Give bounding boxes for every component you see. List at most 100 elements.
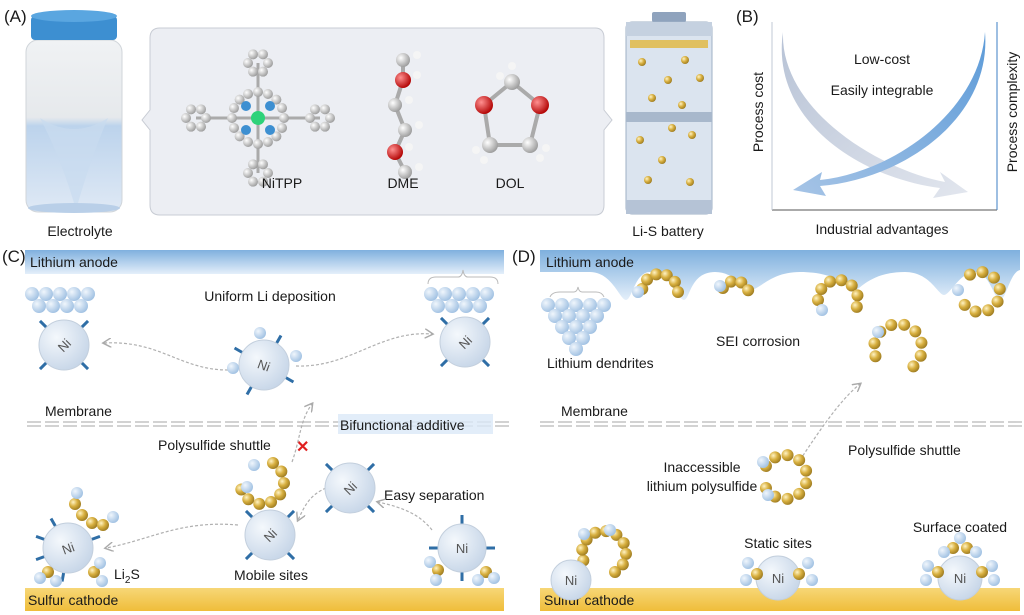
carbon-atom [228, 122, 239, 133]
sulfur-atom [947, 542, 959, 554]
carbon-atom [504, 74, 520, 90]
sulfur-atom [688, 131, 696, 139]
sulfur-atom [664, 76, 672, 84]
carbon-atom [277, 103, 288, 114]
ni-label: Ni [954, 571, 966, 586]
oxygen-atom [475, 96, 493, 114]
carbon-atom [522, 137, 538, 153]
carbon-atom [271, 94, 282, 105]
lithium-atom [424, 287, 438, 301]
hydrogen-atom [415, 163, 423, 171]
lithium-atom [254, 327, 266, 339]
lithium-atom [986, 560, 998, 572]
lithium-atom [742, 557, 754, 569]
sulfur-atom [658, 156, 666, 164]
nitpp-molecule [181, 49, 335, 187]
lithium-atom [473, 299, 487, 313]
c-mobile-label: Mobile sites [234, 567, 308, 583]
sulfur-atom [724, 275, 737, 288]
hydrogen-atom [508, 62, 516, 70]
lithium-atom [445, 299, 459, 313]
panel-label-a: (A) [4, 7, 27, 26]
lithium-atom [597, 298, 611, 312]
d-brace [549, 286, 605, 298]
lithium-atom [488, 572, 500, 584]
sulfur-atom [589, 526, 602, 539]
lithium-atom [466, 287, 480, 301]
hydrogen-atom [413, 71, 421, 79]
lithium-atom [472, 574, 484, 586]
sulfur-atom [909, 325, 922, 338]
lithium-atom [562, 309, 576, 323]
sulfur-atom [267, 456, 279, 469]
sulfur-atom [781, 449, 794, 462]
ni-label: Ni [456, 541, 468, 556]
lithium-atom [632, 286, 644, 298]
b-y-right-label: Process complexity [1004, 52, 1020, 173]
carbon-atom [258, 159, 268, 170]
brace [427, 269, 499, 285]
lithium-atom [248, 459, 260, 471]
sulfur-atom [993, 283, 1006, 296]
sulfur-atom [958, 298, 971, 311]
lithium-atom [590, 309, 604, 323]
lithium-atom [459, 299, 473, 313]
lithium-atom [583, 298, 597, 312]
battery-label: Li-S battery [632, 223, 704, 239]
lithium-atom [762, 489, 774, 501]
c-easy-sep-label: Easy separation [384, 487, 484, 503]
lithium-atom [32, 299, 46, 313]
sulfur-atom [686, 178, 694, 186]
d-inaccessible-1: Inaccessible [663, 459, 740, 475]
d-anode-label: Lithium anode [546, 254, 634, 270]
lithium-atom [452, 287, 466, 301]
c-anode-label: Lithium anode [30, 254, 118, 270]
c-membrane-label: Membrane [45, 403, 112, 419]
carbon-atom [253, 87, 263, 97]
oxygen-atom [395, 72, 411, 88]
carbon-atom [243, 58, 253, 68]
carbon-atom [234, 131, 245, 142]
lithium-atom [576, 309, 590, 323]
sulfur-atom [619, 547, 632, 560]
lithium-atom [802, 557, 814, 569]
lithium-atom [970, 546, 982, 558]
lithium-atom [290, 350, 302, 362]
sulfur-atom [696, 74, 704, 82]
molecule-label-nitpp: NiTPP [262, 175, 302, 191]
carbon-atom [398, 123, 412, 137]
carbon-atom [482, 137, 498, 153]
sulfur-atom [672, 286, 684, 298]
d-membrane-label: Membrane [561, 403, 628, 419]
sulfur-atom [976, 566, 988, 578]
panel-label-c: (C) [2, 247, 26, 266]
sulfur-atom [274, 488, 287, 501]
carbon-atom [258, 176, 268, 187]
carbon-atom [201, 113, 211, 123]
lithium-atom [541, 298, 555, 312]
sulfur-atom [812, 294, 824, 306]
carbon-atom [243, 168, 253, 178]
carbon-atom [248, 159, 258, 170]
lithium-atom [952, 284, 964, 296]
sulfur-atom [964, 268, 976, 281]
b-low-cost: Low-cost [854, 51, 910, 67]
lithium-atom [241, 481, 253, 493]
sulfur-atom [835, 274, 848, 287]
d-sei-label: SEI corrosion [716, 333, 800, 349]
b-x-label: Industrial advantages [815, 221, 948, 237]
lithium-atom [227, 362, 239, 374]
sulfur-atom [678, 101, 686, 109]
lithium-atom [954, 532, 966, 544]
ni-particle: Ni [429, 515, 495, 581]
ni-particle: Ni [324, 462, 376, 514]
ni-particle: Ni [937, 555, 983, 601]
sulfur-atom [793, 487, 806, 500]
blocked-x-icon: ✕ [296, 439, 309, 456]
carbon-atom [234, 94, 245, 105]
lithium-atom [431, 299, 445, 313]
ni-particle: Ni [755, 555, 801, 601]
carbon-atom [248, 66, 258, 77]
d-inaccessible-2: lithium polysulfide [647, 478, 758, 494]
